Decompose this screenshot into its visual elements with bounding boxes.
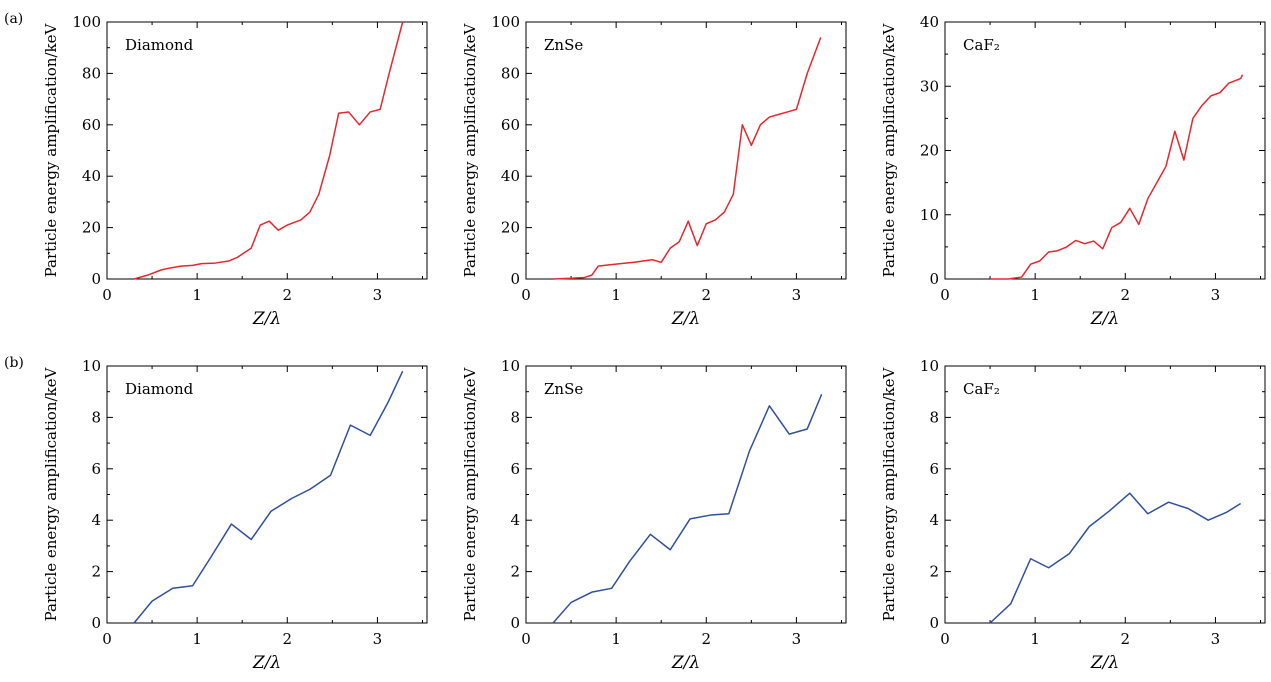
chart-1-2-ytick-label: 4 [929,511,939,529]
chart-1-2-ytick-label: 8 [929,408,939,426]
chart-1-0-ylabel: Particle energy amplification/keV [42,366,60,621]
chart-1-0-xtick-label: 3 [373,630,383,648]
chart-1-1-xtick-label: 2 [702,630,712,648]
chart-1-1-ytick-label: 10 [501,357,520,375]
chart-1-2-xtick-label: 1 [1030,630,1040,648]
chart-1-1: 0 1 2 3 0 2 4 6 8 10 Z/λ Particle energy amplificat… [461,357,847,673]
chart-0-2-xtick-label: 3 [1211,286,1221,304]
chart-1-0-series-line [133,370,404,624]
chart-0-2-xtick-label: 2 [1121,286,1131,304]
chart-1-1-series-line [552,393,823,624]
chart-1-1-xtick-label: 3 [792,630,802,648]
chart-0-2-ytick-label: 0 [929,270,939,288]
chart-0-0-ytick-label: 60 [82,116,101,134]
chart-0-1-ytick-label: 0 [510,270,520,288]
chart-0-2-series-line [990,74,1244,280]
chart-1-0-ytick-label: 6 [91,460,101,478]
row-label-b: (b) [4,355,24,371]
chart-1-2-xtick-label: 2 [1121,630,1131,648]
chart-1-1-ytick-label: 0 [510,614,520,632]
chart-1-2-panel-label: CaF₂ [963,380,1000,398]
chart-1-1-xtick-label: 1 [611,630,621,648]
chart-0-2-ytick-label: 10 [920,206,939,224]
chart-1-1-ylabel: Particle energy amplification/keV [461,366,479,621]
chart-0-0-xtick-label: 3 [373,286,383,304]
chart-0-2-frame [944,21,1266,280]
chart-0-1-ytick-label: 100 [491,13,520,31]
chart-1-0-ytick-label: 2 [91,563,101,581]
chart-0-1-ytick-label: 20 [501,219,520,237]
chart-1-1-ytick-label: 4 [510,511,520,529]
chart-0-1-xtick-label: 2 [702,286,712,304]
chart-1-0-xlabel: Z/λ [252,653,281,673]
chart-0-0-frame [106,21,428,280]
chart-1-1-ytick-label: 8 [510,408,520,426]
chart-0-0-series-line [133,21,404,280]
chart-1-2-frame [944,365,1266,624]
chart-1-2-xtick-label: 0 [940,630,950,648]
chart-0-1: 0 1 2 3 0 20 40 60 80 100 Z/λ Particle energy ampli… [461,13,847,329]
chart-1-0-xtick-label: 1 [192,630,202,648]
chart-1-0-panel-label: Diamond [125,380,194,398]
chart-0-0-ylabel: Particle energy amplification/keV [42,22,60,277]
chart-0-1-xtick-label: 1 [611,286,621,304]
chart-1-1-panel-label: ZnSe [544,380,583,398]
chart-0-0: 0 1 2 3 0 20 40 60 80 100 Z/λ Particle energy ampli… [42,13,428,329]
chart-0-0-ytick-label: 40 [82,167,101,185]
chart-1-1-frame [525,365,847,624]
chart-0-2-ytick-label: 20 [920,142,939,160]
chart-0-1-series-line [553,37,822,280]
chart-0-0-xtick-label: 2 [283,286,293,304]
chart-0-0-ytick-label: 80 [82,64,101,82]
chart-0-0-xtick-label: 0 [102,286,112,304]
row-label-a: (a) [4,11,23,27]
chart-1-2-series-line [989,492,1242,624]
chart-1-1-ytick-label: 6 [510,460,520,478]
chart-1-1-xtick-label: 0 [521,630,531,648]
chart-0-1-panel-label: ZnSe [544,36,583,54]
chart-1-0-ytick-label: 4 [91,511,101,529]
chart-0-2-xtick-label: 0 [940,286,950,304]
chart-0-2-xlabel: Z/λ [1090,309,1119,329]
chart-1-2-ylabel: Particle energy amplification/keV [880,366,898,621]
chart-1-2-ytick-label: 2 [929,563,939,581]
chart-1-0-ytick-label: 0 [91,614,101,632]
chart-1-1-ytick-label: 2 [510,563,520,581]
chart-1-0-ytick-label: 10 [82,357,101,375]
chart-0-0-ytick-label: 100 [72,13,101,31]
chart-0-0-ytick-label: 0 [91,270,101,288]
chart-0-2-xtick-label: 1 [1030,286,1040,304]
chart-0-1-ytick-label: 80 [501,64,520,82]
chart-1-2-xlabel: Z/λ [1090,653,1119,673]
chart-1-2-ytick-label: 10 [920,357,939,375]
chart-1-2-ytick-label: 0 [929,614,939,632]
chart-0-2-panel-label: CaF₂ [963,36,1000,54]
chart-0-1-xlabel: Z/λ [671,309,700,329]
chart-1-0-xtick-label: 0 [102,630,112,648]
chart-1-0-ytick-label: 8 [91,408,101,426]
chart-0-2-ylabel: Particle energy amplification/keV [880,22,898,277]
chart-1-1-xlabel: Z/λ [671,653,700,673]
chart-1-0: 0 1 2 3 0 2 4 6 8 10 Z/λ Particle energy amplificat… [42,357,428,673]
chart-0-1-frame [525,21,847,280]
chart-0-0-xlabel: Z/λ [252,309,281,329]
chart-0-1-xtick-label: 3 [792,286,802,304]
chart-0-2-ytick-label: 30 [920,77,939,95]
chart-0-1-ytick-label: 40 [501,167,520,185]
chart-0-0-xtick-label: 1 [192,286,202,304]
chart-0-0-ytick-label: 20 [82,219,101,237]
chart-0-1-ytick-label: 60 [501,116,520,134]
chart-1-2-xtick-label: 3 [1211,630,1221,648]
chart-1-2: 0 1 2 3 0 2 4 6 8 10 Z/λ Particle energy amplificat… [880,357,1266,673]
chart-0-0-panel-label: Diamond [125,36,194,54]
chart-0-1-xtick-label: 0 [521,286,531,304]
chart-0-2-ytick-label: 40 [920,13,939,31]
chart-1-0-frame [106,365,428,624]
chart-0-1-ylabel: Particle energy amplification/keV [461,22,479,277]
chart-1-2-ytick-label: 6 [929,460,939,478]
chart-1-0-xtick-label: 2 [283,630,293,648]
